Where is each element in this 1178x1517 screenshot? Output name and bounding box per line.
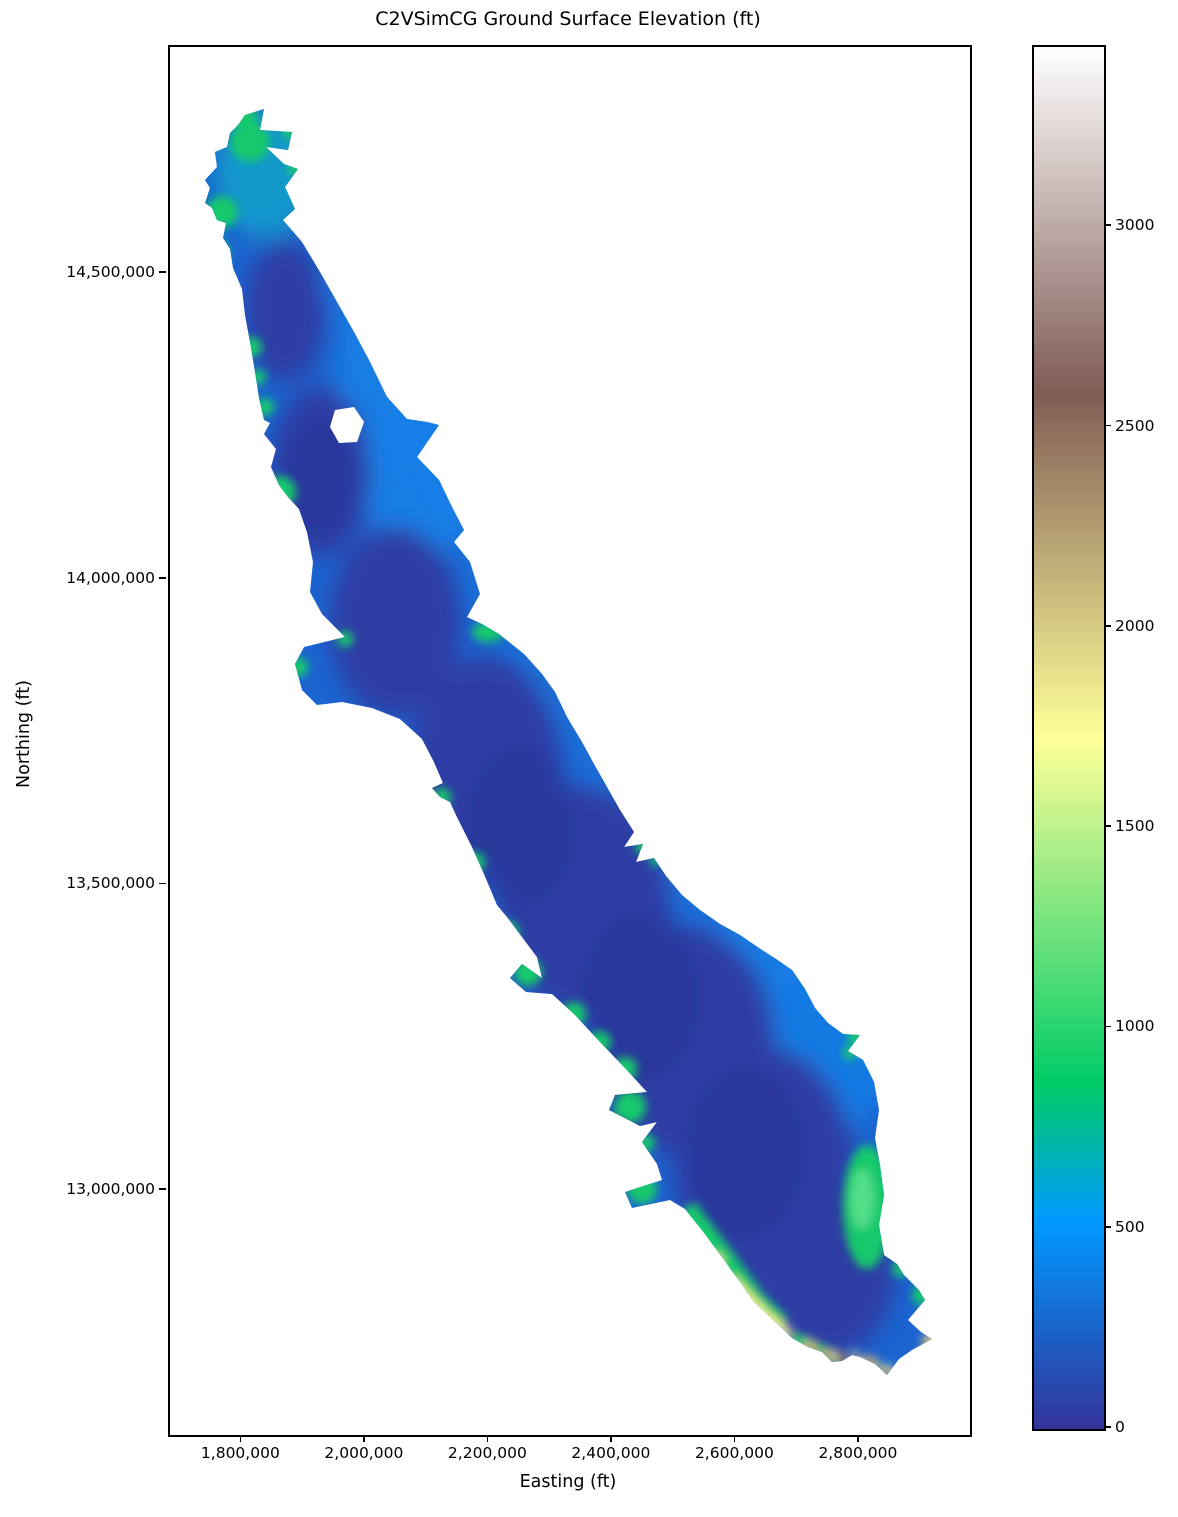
x-tick-mark [363,1435,365,1442]
y-tick-mark [159,576,166,579]
x-tick-mark [239,1435,242,1442]
colorbar-tick-label: 1500 [1115,817,1155,836]
colorbar [1032,45,1106,1431]
map-interior-hole [330,407,364,443]
x-tick-mark [733,1435,736,1442]
x-tick-label: 1,800,000 [200,1444,280,1462]
colorbar-tick-mark [1104,825,1111,828]
x-tick-mark [857,1435,859,1442]
x-tick-label: 2,400,000 [571,1444,651,1462]
colorbar-tick-label: 500 [1115,1217,1145,1236]
elevation-map [205,109,932,1375]
map-plot-area [168,45,972,1437]
plot-title: C2VSimCG Ground Surface Elevation (ft) [375,8,761,30]
y-tick-label: 14,500,000 [66,263,155,281]
colorbar-tick-mark [1104,1426,1111,1428]
x-axis-label: Easting (ft) [519,1472,617,1492]
x-tick-label: 2,800,000 [818,1444,898,1462]
colorbar-tick-mark [1104,625,1111,627]
colorbar-tick-mark [1104,224,1111,227]
colorbar-tick-mark [1104,424,1111,427]
y-tick-label: 13,500,000 [66,874,155,893]
colorbar-tick-label: 1000 [1115,1017,1155,1036]
y-tick-mark [159,1188,166,1190]
x-tick-label: 2,200,000 [447,1444,527,1462]
y-axis-label: Northing (ft) [14,680,34,788]
y-tick-mark [159,271,166,273]
colorbar-tick-label: 3000 [1115,216,1155,235]
y-tick-label: 14,000,000 [66,568,155,587]
y-tick-label: 13,000,000 [66,1180,155,1199]
colorbar-tick-mark [1104,1225,1111,1228]
colorbar-tick-label: 0 [1115,1418,1125,1436]
x-tick-label: 2,000,000 [324,1444,404,1462]
colorbar-tick-label: 2500 [1115,416,1155,435]
x-tick-label: 2,600,000 [694,1444,774,1462]
x-tick-mark [610,1435,612,1442]
valley-fill-group [205,109,932,1375]
x-tick-mark [486,1435,489,1442]
colorbar-tick-label: 2000 [1115,616,1155,635]
colorbar-tick-mark [1104,1025,1111,1028]
y-tick-mark [159,882,166,885]
